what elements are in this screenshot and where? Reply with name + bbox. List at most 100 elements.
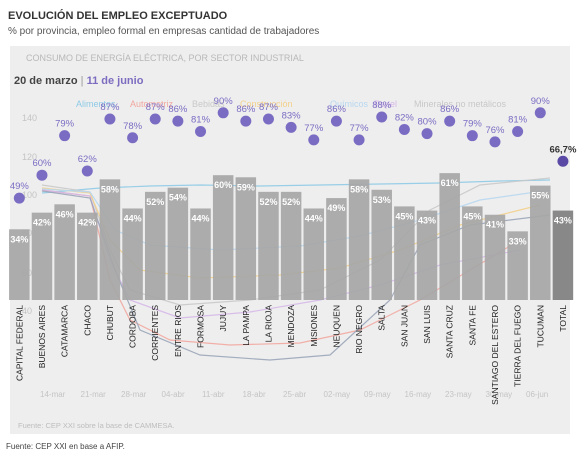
dot xyxy=(421,128,433,140)
background-legend-item: Automotriz xyxy=(130,99,174,109)
dot-label: 80% xyxy=(418,117,438,128)
bar-label: 41% xyxy=(486,220,504,230)
category-label: CORRIENTES xyxy=(150,305,160,361)
dot-label: 87% xyxy=(259,102,279,113)
category-label: TIERRA DEL FUEGO xyxy=(513,305,523,387)
bar xyxy=(9,229,30,300)
bar xyxy=(280,191,302,300)
dot-label: 49% xyxy=(10,181,30,192)
background-legend-item: Bebidas xyxy=(192,99,225,109)
category-label: LA RIOJA xyxy=(263,305,273,343)
category-label: LA PAMPA xyxy=(241,305,251,346)
bar-label: 52% xyxy=(282,197,300,207)
bar xyxy=(371,189,392,300)
background-x-tick: 18-abr xyxy=(243,390,266,399)
bar-label: 49% xyxy=(327,203,345,213)
dot xyxy=(376,111,388,123)
legend-date-end: 11 de junio xyxy=(86,75,144,87)
background-series-line xyxy=(41,179,551,194)
bar-label: 52% xyxy=(146,197,164,207)
dot xyxy=(353,134,365,146)
background-legend-item: Alimentos xyxy=(76,99,116,109)
background-x-tick: 14-mar xyxy=(40,390,66,399)
bar xyxy=(326,198,347,300)
legend-date-start: 20 de marzo xyxy=(14,75,78,87)
bar xyxy=(99,179,121,300)
dot-label: 81% xyxy=(508,115,528,126)
bar-label: 53% xyxy=(373,195,391,205)
category-label: SAN JUAN xyxy=(399,305,409,347)
bar-label: 52% xyxy=(259,197,277,207)
dot xyxy=(240,115,252,127)
dot-label: 62% xyxy=(78,154,98,165)
background-legend-item: Químicos xyxy=(330,99,369,109)
category-label: FORMOSA xyxy=(196,305,206,348)
bar-label: 43% xyxy=(554,216,572,226)
dot-label: 90% xyxy=(531,96,551,107)
bar xyxy=(144,191,166,300)
bar xyxy=(439,173,460,300)
dot xyxy=(217,107,229,119)
legend-separator: | xyxy=(80,75,84,87)
dot-label: 76% xyxy=(485,125,505,136)
background-y-tick: 40 xyxy=(22,306,32,316)
dot-label: 81% xyxy=(191,115,211,126)
bar-label: 54% xyxy=(169,193,187,203)
dot xyxy=(330,115,342,127)
dot xyxy=(172,115,184,127)
dot-label: 87% xyxy=(146,102,166,113)
bar-label: 44% xyxy=(192,213,210,223)
bar xyxy=(122,208,143,300)
dot-label: 86% xyxy=(236,104,256,115)
background-x-tick: 25-abr xyxy=(283,390,306,399)
background-x-tick: 30-may xyxy=(486,390,513,399)
background-x-tick: 21-mar xyxy=(81,390,107,399)
bar xyxy=(31,212,53,300)
dot-label: 78% xyxy=(123,121,143,132)
dot xyxy=(127,132,139,144)
bar-label: 61% xyxy=(441,178,459,188)
bar xyxy=(303,208,325,300)
bar xyxy=(348,179,370,300)
bar-label: 34% xyxy=(10,234,28,244)
bar xyxy=(416,210,438,300)
series-legend: 20 de marzo | 11 de junio xyxy=(14,75,143,87)
dot xyxy=(195,126,207,138)
bar-label: 44% xyxy=(305,213,323,223)
dot-label: 86% xyxy=(168,104,188,115)
category-label: CAPITAL FEDERAL xyxy=(14,305,24,381)
background-legend-item: Minerales no metálicos xyxy=(414,99,507,109)
background-x-tick: 16-may xyxy=(405,390,432,399)
bar-label: 55% xyxy=(531,191,549,201)
dot xyxy=(104,113,116,125)
category-label: BUENOS AIRES xyxy=(37,305,47,369)
bar xyxy=(212,175,234,300)
background-x-tick: 04-abr xyxy=(162,390,185,399)
bar-label: 42% xyxy=(78,218,96,228)
category-label: SAN LUIS xyxy=(422,305,432,344)
dot-label: 60% xyxy=(32,158,52,169)
bar-label: 33% xyxy=(509,236,527,246)
category-label: SALTA xyxy=(377,305,387,331)
bar-label: 46% xyxy=(56,209,74,219)
dot-label: 83% xyxy=(282,110,302,121)
dot xyxy=(59,130,71,142)
bar xyxy=(394,206,415,300)
dot xyxy=(36,169,48,181)
background-source: Fuente: CEP XXI sobre la base de CAMMESA… xyxy=(18,421,175,430)
bar xyxy=(530,185,551,300)
bar xyxy=(552,210,574,300)
category-label: SANTIAGO DEL ESTERO xyxy=(490,305,500,405)
bar xyxy=(507,231,528,300)
bar-label: 45% xyxy=(463,211,481,221)
dot xyxy=(534,107,546,119)
dot xyxy=(489,136,501,148)
dot xyxy=(466,130,478,142)
bar-label: 58% xyxy=(101,184,119,194)
category-label: CORDOBA xyxy=(128,305,138,348)
category-label: ENTRE RIOS xyxy=(173,305,183,357)
bar xyxy=(235,177,257,300)
dot xyxy=(81,165,93,177)
category-label: CATAMARCA xyxy=(60,305,70,357)
category-label: MISIONES xyxy=(309,305,319,347)
